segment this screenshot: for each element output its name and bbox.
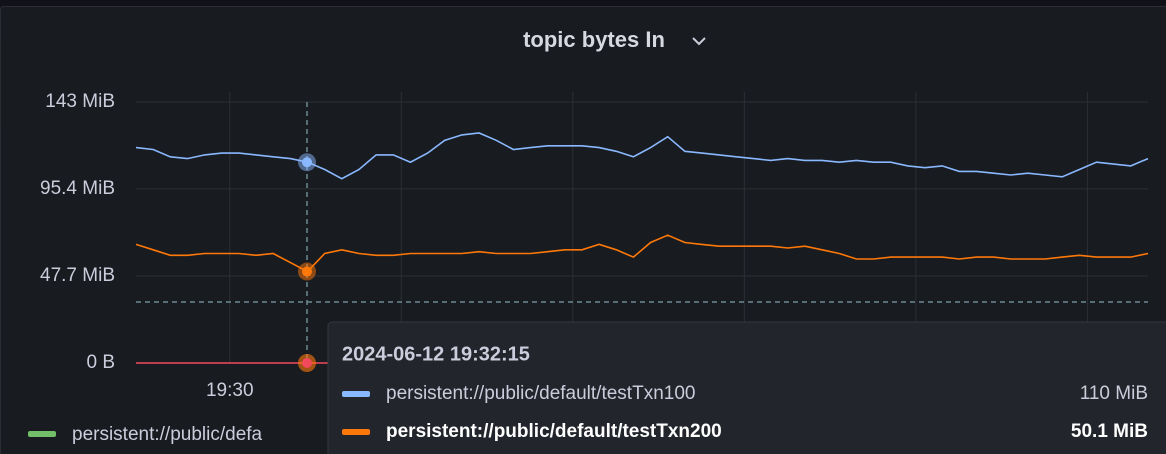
- tooltip-time: 2024-06-12 19:32:15: [342, 343, 530, 365]
- hover-point: [302, 266, 312, 277]
- y-tick-label: 143 MiB: [45, 91, 115, 112]
- tooltip-name: persistent://public/default/testTxn200: [386, 421, 722, 442]
- y-tick-label: 95.4 MiB: [40, 178, 115, 199]
- tooltip-swatch: [342, 391, 370, 397]
- chart-title[interactable]: topic bytes In: [523, 27, 665, 52]
- y-tick-label: 47.7 MiB: [40, 265, 115, 286]
- tooltip-swatch: [342, 429, 370, 435]
- tooltip-value: 50.1 MiB: [1071, 421, 1148, 442]
- title-chevron[interactable]: [692, 37, 706, 46]
- tooltip: [327, 321, 1166, 454]
- legend-label: persistent://public/defa: [72, 424, 263, 445]
- tooltip-name: persistent://public/default/testTxn100: [386, 383, 695, 404]
- legend-swatch: [28, 431, 56, 437]
- hover-point: [302, 358, 312, 368]
- y-tick-label: 0 B: [86, 352, 115, 373]
- hover-point: [302, 157, 312, 168]
- tooltip-value: 110 MiB: [1080, 383, 1148, 404]
- x-tick-label: 19:30: [206, 380, 254, 401]
